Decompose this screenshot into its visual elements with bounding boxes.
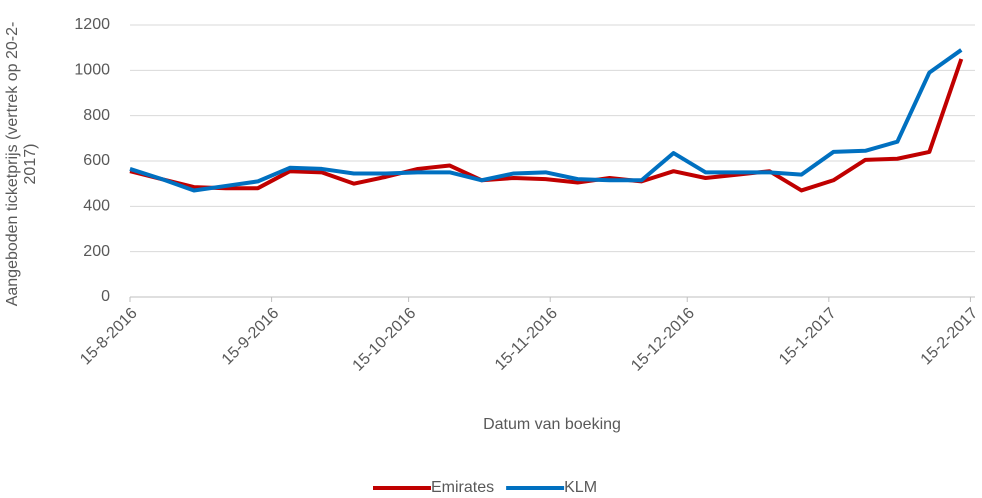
- legend-label: Emirates: [431, 479, 494, 496]
- y-tick-label: 1200: [74, 16, 110, 33]
- y-tick-label: 800: [83, 107, 110, 124]
- y-axis-label: Aangeboden ticketprijs (vertrek op 20-2-…: [4, 21, 39, 307]
- y-tick-label: 0: [101, 288, 110, 305]
- x-tick-label: 15-8-2016: [77, 305, 141, 369]
- legend: Emirates KLM: [373, 479, 597, 496]
- x-tick-label: 15-12-2016: [628, 305, 698, 375]
- x-tick-label: 15-1-2017: [776, 305, 840, 369]
- x-tick-label: 15-10-2016: [350, 305, 420, 375]
- series-line: [129, 58, 964, 193]
- y-tick-label: 600: [83, 152, 110, 169]
- series-line: [129, 48, 963, 193]
- y-tick-label: 400: [83, 198, 110, 215]
- x-tick-label: 15-9-2016: [219, 305, 283, 369]
- y-tick-label: 1000: [74, 62, 110, 79]
- x-tick-label: 15-2-2017: [918, 305, 982, 369]
- x-tick-label: 15-11-2016: [492, 305, 561, 374]
- legend-label: KLM: [564, 479, 597, 496]
- x-axis-label: Datum van boeking: [483, 416, 621, 433]
- y-tick-label: 200: [83, 243, 110, 260]
